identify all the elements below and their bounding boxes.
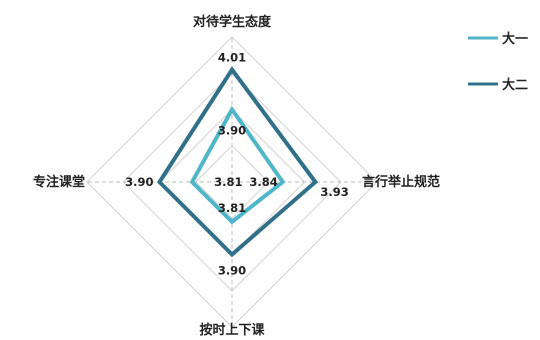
axis-label-1: 对待学生态度: [193, 14, 272, 30]
data-label-1-3: 3.81: [218, 201, 246, 215]
legend-label-1: 大一: [502, 31, 528, 47]
grid-ring-4: [86, 36, 378, 328]
data-label-2-1: 4.01: [218, 51, 246, 65]
axis-label-4: 专注课堂: [33, 174, 85, 190]
legend-label-2: 大二: [502, 77, 528, 93]
data-label-1-1: 3.90: [218, 124, 246, 138]
series-line-1: [189, 105, 286, 225]
data-label-2-3: 3.90: [218, 264, 246, 278]
data-label-2-4: 3.90: [125, 175, 153, 189]
radar-labels: 3.903.843.813.814.013.933.903.90对待学生态度言行…: [33, 14, 440, 338]
series-line-2: [156, 66, 319, 258]
axis-label-2: 言行举止规范: [362, 174, 440, 190]
axis-label-3: 按时上下课: [199, 322, 265, 338]
data-label-1-4: 3.81: [214, 175, 242, 189]
data-label-2-2: 3.93: [320, 185, 348, 199]
data-label-1-2: 3.84: [249, 175, 277, 189]
radar-series: [156, 66, 319, 258]
